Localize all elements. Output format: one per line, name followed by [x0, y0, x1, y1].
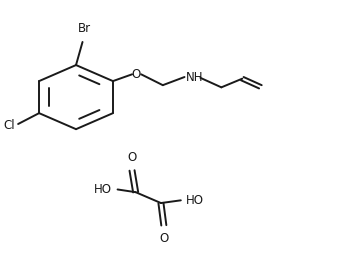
Text: HO: HO	[94, 183, 112, 196]
Text: Br: Br	[78, 22, 91, 35]
Text: O: O	[132, 68, 141, 81]
Text: Cl: Cl	[4, 119, 15, 132]
Text: O: O	[159, 232, 169, 245]
Text: O: O	[127, 151, 136, 164]
Text: NH: NH	[186, 71, 203, 84]
Text: HO: HO	[186, 194, 204, 207]
